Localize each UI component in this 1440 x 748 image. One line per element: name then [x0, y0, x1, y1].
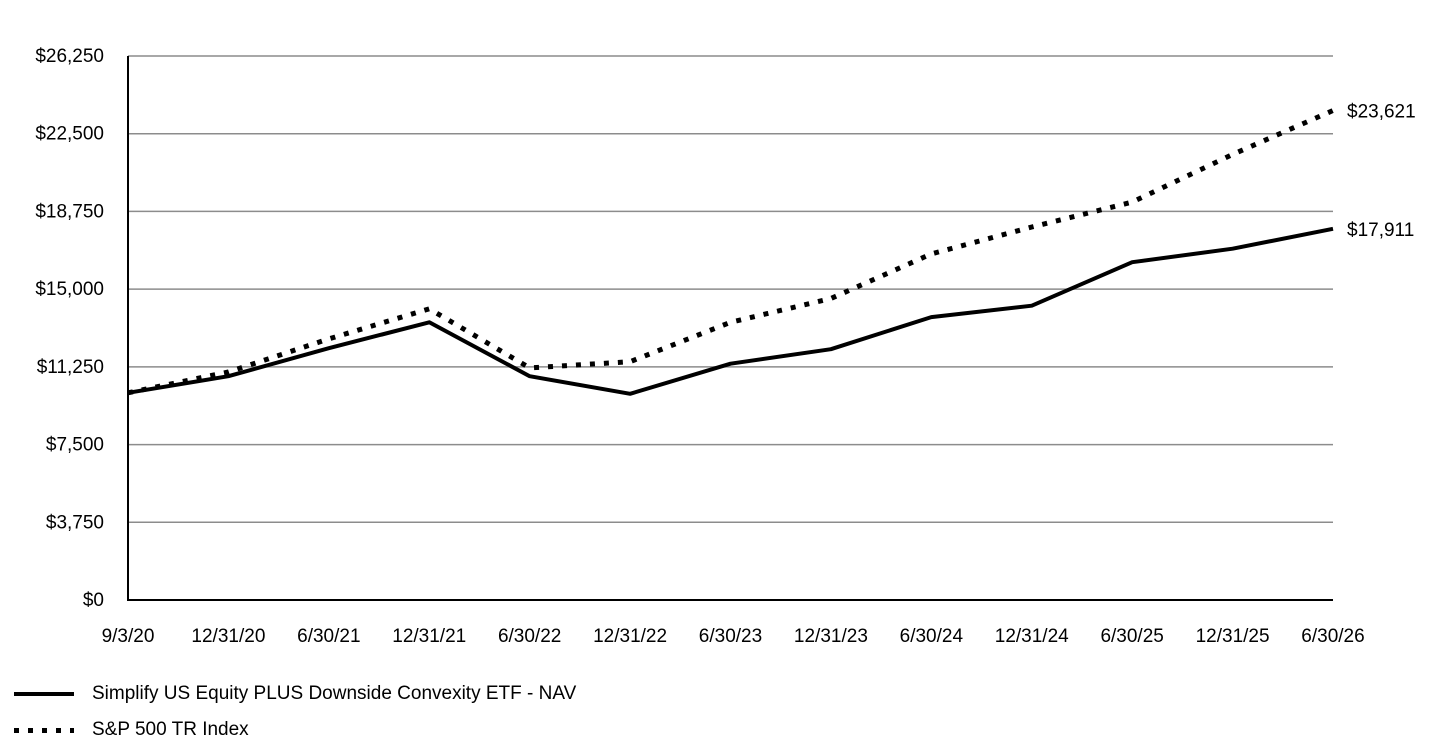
- x-tick-label: 12/31/21: [392, 626, 466, 647]
- legend: Simplify US Equity PLUS Downside Convexi…: [14, 676, 576, 748]
- y-tick-label: $0: [83, 590, 104, 611]
- series-line-sp500: [127, 108, 1335, 396]
- series-line-nav: [127, 226, 1334, 396]
- y-tick-label: $7,500: [46, 435, 104, 456]
- x-tick-labels: 9/3/20 12/31/20 6/30/21 12/31/21 6/30/22 12/3…: [102, 626, 1365, 647]
- x-tick-label: 12/31/20: [191, 626, 265, 647]
- legend-label-nav: Simplify US Equity PLUS Downside Convexi…: [92, 683, 577, 704]
- legend-label-sp500: S&P 500 TR Index: [92, 719, 249, 740]
- end-value-label: $17,911: [1347, 220, 1414, 241]
- legend-item-nav: Simplify US Equity PLUS Downside Convexi…: [14, 676, 576, 712]
- axes: [127, 56, 1333, 601]
- y-tick-label: $3,750: [46, 512, 104, 533]
- gridlines: [128, 55, 1333, 524]
- series-lines: [127, 108, 1335, 396]
- y-tick-label: $18,750: [35, 201, 104, 222]
- x-tick-label: 12/31/25: [1196, 626, 1270, 647]
- legend-swatch-dotted-line: [14, 727, 74, 733]
- x-tick-label: 6/30/24: [900, 626, 964, 647]
- y-tick-label: $22,500: [35, 124, 104, 145]
- legend-swatch-solid-line: [14, 692, 74, 696]
- y-tick-label: $11,250: [37, 357, 104, 378]
- legend-item-sp500: S&P 500 TR Index: [14, 712, 576, 748]
- x-tick-label: 9/3/20: [102, 626, 155, 647]
- end-value-label: $23,621: [1347, 101, 1416, 122]
- x-tick-label: 6/30/23: [699, 626, 762, 647]
- y-tick-labels: $0 $3,750 $7,500 $11,250 $15,000 $18,750 $22,5…: [35, 46, 104, 611]
- x-tick-label: 12/31/23: [794, 626, 868, 647]
- x-tick-label: 6/30/26: [1301, 626, 1364, 647]
- x-tick-label: 12/31/22: [593, 626, 667, 647]
- x-tick-label: 6/30/21: [297, 626, 360, 647]
- line-chart: $0 $3,750 $7,500 $11,250 $15,000 $18,750 $22,5…: [35, 46, 1416, 647]
- y-tick-label: $15,000: [35, 279, 104, 300]
- x-tick-label: 6/30/25: [1100, 626, 1163, 647]
- y-tick-label: $26,250: [35, 46, 104, 67]
- x-tick-label: 12/31/24: [995, 626, 1069, 647]
- end-value-labels: $17,911 $23,621: [1347, 101, 1416, 240]
- x-tick-label: 6/30/22: [498, 626, 561, 647]
